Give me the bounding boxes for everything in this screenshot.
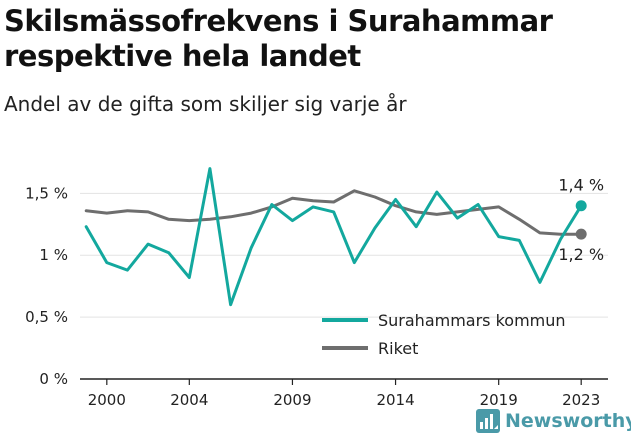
y-tick-label: 1 % bbox=[39, 246, 68, 264]
x-tick-label: 2023 bbox=[562, 391, 600, 409]
y-tick-label: 0 % bbox=[39, 370, 68, 388]
x-tick-label: 2014 bbox=[376, 391, 414, 409]
legend-label: Riket bbox=[378, 339, 418, 358]
chart-subtitle: Andel av de gifta som skiljer sig varje … bbox=[4, 92, 407, 116]
newsworthy-brand: Newsworthy bbox=[476, 406, 631, 436]
x-axis: 2000 2004 2009 2014 2019 2023 bbox=[80, 378, 608, 409]
x-tick-label: 2009 bbox=[273, 391, 311, 409]
x-tick-label: 2019 bbox=[480, 391, 518, 409]
brand-name: Newsworthy bbox=[505, 410, 631, 432]
series-end-point bbox=[575, 228, 587, 240]
series-end-point bbox=[575, 200, 587, 212]
x-tick-label: 2004 bbox=[170, 391, 208, 409]
gridlines bbox=[80, 192, 608, 318]
end-value-label: 1,2 % bbox=[558, 245, 604, 264]
series-line bbox=[84, 167, 583, 307]
series-line bbox=[84, 189, 583, 236]
end-value-label: 1,4 % bbox=[558, 176, 604, 195]
y-tick-label: 1,5 % bbox=[25, 184, 68, 202]
y-tick-label: 0,5 % bbox=[25, 308, 68, 326]
series-lines: 1,4 % 1,2 % bbox=[84, 167, 604, 307]
legend: Surahammars kommun Riket bbox=[322, 311, 566, 358]
chart-title: Skilsmässofrekvens i Surahammar respekti… bbox=[4, 4, 553, 73]
legend-label: Surahammars kommun bbox=[378, 311, 566, 330]
x-tick-label: 2000 bbox=[88, 391, 126, 409]
newsworthy-logo-icon bbox=[476, 409, 500, 433]
y-axis-ticks: 0 % 0,5 % 1 % 1,5 % bbox=[25, 184, 68, 388]
